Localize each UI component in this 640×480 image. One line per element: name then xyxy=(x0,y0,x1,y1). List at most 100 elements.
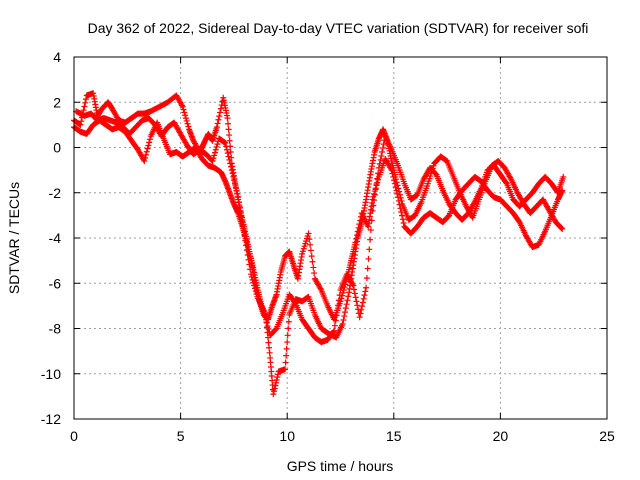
data-point xyxy=(262,313,269,320)
data-point xyxy=(179,103,186,110)
y-tick-label: -6 xyxy=(49,275,62,291)
data-point xyxy=(248,274,255,281)
data-point xyxy=(214,120,221,127)
data-point xyxy=(335,297,342,304)
data-point xyxy=(224,150,231,157)
data-point xyxy=(389,170,396,177)
data-point xyxy=(209,158,216,165)
data-point xyxy=(226,156,233,163)
data-point xyxy=(330,328,337,335)
data-point xyxy=(379,145,386,152)
y-tick-label: -10 xyxy=(41,366,61,382)
data-point xyxy=(182,115,189,122)
data-point xyxy=(146,136,153,143)
data-point xyxy=(380,141,387,148)
data-point xyxy=(145,142,152,149)
data-point xyxy=(223,143,230,150)
data-point xyxy=(77,121,84,128)
data-point xyxy=(142,151,149,158)
data-point xyxy=(80,107,87,114)
data-point xyxy=(273,379,280,386)
data-point xyxy=(359,303,366,310)
data-point xyxy=(366,246,373,253)
data-point xyxy=(375,176,382,183)
data-point xyxy=(237,208,244,215)
data-point xyxy=(359,299,366,306)
data-point xyxy=(332,317,339,324)
data-point xyxy=(225,153,232,160)
data-point xyxy=(392,184,399,191)
data-point xyxy=(183,117,190,124)
data-point xyxy=(283,352,290,359)
data-point xyxy=(502,179,509,186)
data-point xyxy=(282,366,289,373)
data-point xyxy=(356,314,363,321)
data-point xyxy=(361,292,368,299)
data-point xyxy=(146,139,153,146)
data-point xyxy=(560,173,567,180)
data-point xyxy=(367,236,374,243)
data-point xyxy=(371,191,378,198)
data-point xyxy=(274,374,281,381)
data-point xyxy=(273,376,280,383)
data-point xyxy=(379,149,386,156)
series-track-a xyxy=(71,90,566,398)
data-point xyxy=(371,197,378,204)
x-tick-label: 0 xyxy=(70,428,78,444)
y-axis-label: SDTVAR / TECUs xyxy=(6,182,22,294)
data-point xyxy=(351,290,358,297)
data-point xyxy=(400,220,407,227)
data-point xyxy=(377,156,384,163)
data-point xyxy=(372,186,379,193)
data-point xyxy=(395,194,402,201)
chart-title: Day 362 of 2022, Sidereal Day-to-day VTE… xyxy=(88,20,589,36)
data-point xyxy=(143,148,150,155)
data-point xyxy=(270,391,277,398)
data-point xyxy=(354,232,361,239)
data-point xyxy=(367,227,374,234)
data-point xyxy=(230,173,237,180)
data-point xyxy=(266,349,273,356)
data-point xyxy=(395,197,402,204)
data-point xyxy=(339,320,346,327)
data-point xyxy=(284,339,291,346)
data-point xyxy=(231,180,238,187)
x-axis-label: GPS time / hours xyxy=(287,458,394,474)
data-point xyxy=(373,180,380,187)
data-point xyxy=(250,279,257,286)
data-point xyxy=(331,327,338,334)
x-tick-label: 5 xyxy=(177,428,185,444)
data-point xyxy=(350,282,357,289)
data-point xyxy=(225,126,232,133)
data-point xyxy=(234,190,241,197)
data-point xyxy=(245,256,252,263)
data-point xyxy=(399,216,406,223)
data-point xyxy=(212,146,219,153)
data-point xyxy=(340,317,347,324)
data-point xyxy=(310,264,317,271)
data-point xyxy=(235,199,242,206)
data-point xyxy=(223,146,230,153)
data-point xyxy=(265,326,272,333)
data-point xyxy=(396,201,403,208)
data-point xyxy=(369,207,376,214)
data-point xyxy=(180,106,187,113)
data-point xyxy=(353,235,360,242)
data-point xyxy=(342,305,349,312)
x-tick-label: 15 xyxy=(386,428,402,444)
data-point xyxy=(246,261,253,268)
data-point xyxy=(331,322,338,329)
data-point xyxy=(265,339,272,346)
data-point xyxy=(227,149,234,156)
data-point xyxy=(215,116,222,123)
data-point xyxy=(222,139,229,146)
plot-area xyxy=(71,90,567,398)
data-point xyxy=(344,297,351,304)
data-point xyxy=(141,158,148,165)
data-point xyxy=(242,237,249,244)
data-point xyxy=(271,388,278,395)
data-point xyxy=(291,299,298,306)
data-point xyxy=(356,221,363,228)
data-point xyxy=(306,236,313,243)
